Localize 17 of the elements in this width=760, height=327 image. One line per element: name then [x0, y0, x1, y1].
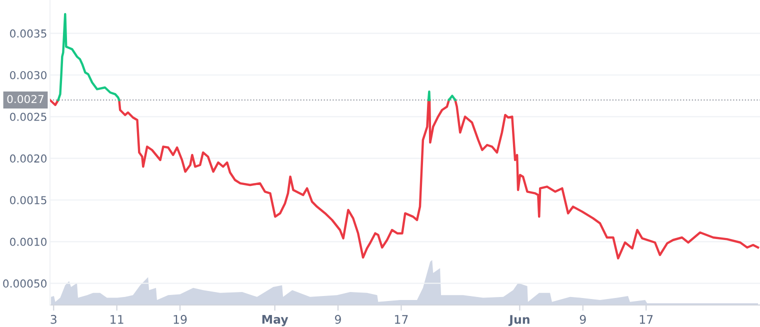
x-tick-label: 17 — [395, 315, 408, 324]
y-tick-label: 0.0010 — [10, 238, 47, 246]
x-tick-label: 19 — [174, 314, 187, 324]
x-tick-label: 9 — [335, 314, 341, 324]
x-tick-label: 3 — [50, 314, 56, 324]
y-tick-label: 0.0025 — [10, 112, 46, 121]
y-tick-label: 0.0035 — [10, 29, 46, 38]
y-tick-label: 0.0015 — [10, 196, 46, 204]
y-tick-label: 0.0030 — [10, 71, 47, 80]
y-tick-label: 0.00050 — [3, 279, 46, 288]
x-tick-label: 11 — [110, 315, 124, 324]
x-tick-label: 17 — [640, 315, 653, 324]
x-tick-label: 9 — [580, 314, 586, 324]
ref-line-label: 0.0027 — [7, 94, 44, 104]
y-tick-label: 0.0020 — [10, 154, 47, 163]
x-tick-label: Jun — [508, 315, 530, 326]
x-tick-label: May — [262, 314, 288, 326]
